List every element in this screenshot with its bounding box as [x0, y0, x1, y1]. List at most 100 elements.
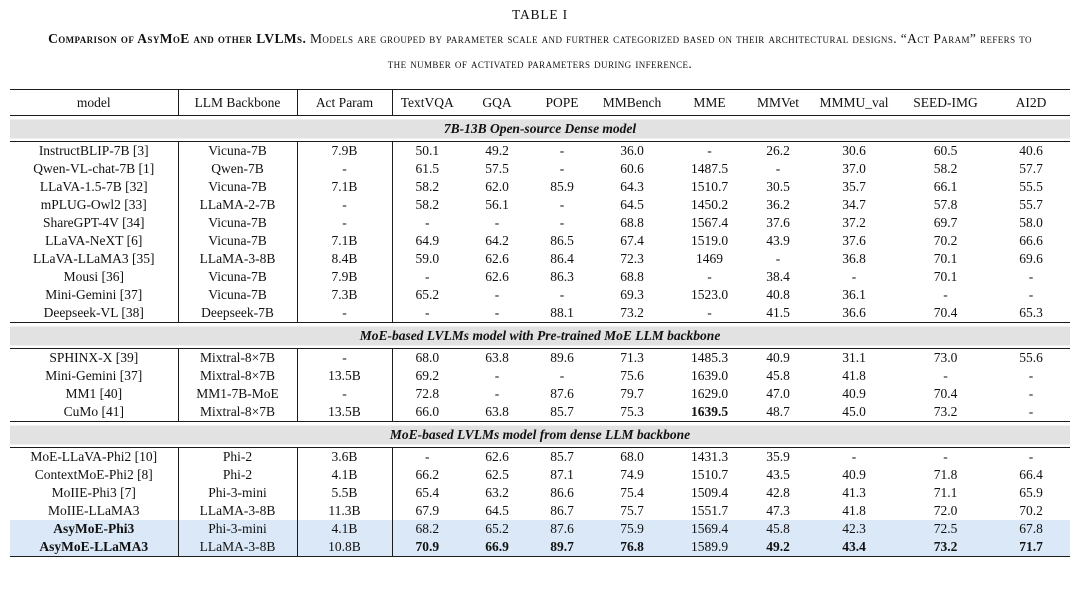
- cell-metric-value: 86.6: [550, 485, 574, 500]
- cell-metric-value: -: [851, 449, 857, 464]
- cell-metric-value: -: [559, 215, 565, 230]
- cell-metric-value: 36.2: [766, 197, 790, 212]
- cell-metric-value: 71.3: [620, 350, 644, 365]
- cell-metric-value: 1523.0: [690, 287, 729, 302]
- cell-metric-value: 35.9: [766, 449, 790, 464]
- cell-metric-value: 37.6: [766, 215, 790, 230]
- cell-model-name: LLaVA-1.5-7B [32]: [10, 178, 179, 196]
- cell-model-name: MoE-LLaVA-Phi2 [10]: [10, 447, 179, 466]
- cell-metric-value: 76.8: [592, 538, 672, 557]
- cell-metric-value: 65.2: [462, 520, 532, 538]
- cell-metric-value: 1639.5: [690, 404, 729, 419]
- cell-metric-value: 75.9: [592, 520, 672, 538]
- model-row: LLaVA-1.5-7B [32] Vicuna-7B 7.1B 58.2 62.0 85…: [10, 178, 1070, 196]
- cell-metric-value: LLaMA-2-7B: [178, 196, 298, 214]
- cell-metric-value: -: [943, 368, 948, 383]
- cell-metric-value: 50.1: [415, 143, 440, 158]
- cell-metric-value: 86.7: [550, 503, 574, 518]
- cell-metric-value: 67.9: [415, 503, 440, 518]
- cell-metric-value: 70.2: [1019, 503, 1043, 518]
- model-row: LLaVA-LLaMA3 [35] LLaMA-3-8B 8.4B 59.0 62.6 8…: [10, 250, 1070, 268]
- cell-metric-value: 35.7: [842, 179, 866, 194]
- model-row: Qwen-VL-chat-7B [1] Qwen-7B -61.5 57.5-60.6…: [10, 160, 1070, 178]
- model-row: mPLUG-Owl2 [33] LLaMA-2-7B -58.2 56.1-64.5 1…: [10, 196, 1070, 214]
- cell-metric-value: 62.6: [485, 449, 509, 464]
- cell-metric-value: 1431.3: [690, 449, 729, 464]
- cell-metric-value: -: [707, 269, 712, 284]
- cell-metric-value: LLaMA-3-8B: [178, 538, 298, 557]
- cell-metric-value: -: [297, 304, 393, 323]
- model-row: MoIIE-Phi3 [7] Phi-3-mini 5.5B 65.4 63.2 86.6…: [10, 484, 1070, 502]
- cell-metric-value: 1629.0: [690, 386, 729, 401]
- cell-metric-value: 1519.0: [690, 233, 729, 248]
- cell-metric-value: 1567.4: [690, 215, 729, 230]
- cell-metric-value: 1551.7: [690, 503, 729, 518]
- cell-metric-value: 47.0: [766, 386, 790, 401]
- table-caption: Comparison of AsyMoE and other LVLMs. Mo…: [38, 26, 1043, 76]
- cell-metric-value: -: [559, 161, 565, 176]
- cell-model-name: MoIIE-LLaMA3: [10, 502, 179, 520]
- cell-metric-value: 87.1: [550, 467, 574, 482]
- cell-metric-value: 7.1B: [297, 178, 393, 196]
- cell-metric-value: 38.4: [766, 269, 790, 284]
- cell-metric-value: MM1-7B-MoE: [178, 385, 298, 403]
- cell-metric-value: Vicuna-7B: [178, 286, 298, 304]
- column-header-mmmu-val: MMMU_val: [809, 89, 899, 116]
- column-header-ai2d: AI2D: [992, 89, 1070, 116]
- model-row: InstructBLIP-7B [3] Vicuna-7B 7.9B 50.1 49.2…: [10, 141, 1070, 160]
- cell-metric-value: 42.3: [809, 520, 899, 538]
- cell-metric-value: Phi-2: [178, 447, 298, 466]
- group-header-row: MoE-based LVLMs model with Pre-trained M…: [10, 322, 1070, 349]
- cell-metric-value: -: [943, 449, 948, 464]
- cell-metric-value: -: [494, 287, 500, 302]
- cell-metric-value: 40.6: [1019, 143, 1043, 158]
- group-header-title: MoE-based LVLMs model from dense LLM bac…: [10, 421, 1070, 448]
- cell-model-name: ShareGPT-4V [34]: [10, 214, 179, 232]
- cell-metric-value: Mixtral-8×7B: [178, 367, 298, 385]
- cell-metric-value: 69.7: [933, 215, 958, 230]
- cell-metric-value: 40.9: [842, 386, 866, 401]
- group-header-title: MoE-based LVLMs model with Pre-trained M…: [10, 322, 1070, 349]
- group-header-title: 7B-13B Open-source Dense model: [10, 115, 1070, 142]
- cell-metric-value: 49.2: [485, 143, 509, 158]
- model-row: AsyMoE-Phi3 Phi-3-mini 4.1B 68.2 65.2 87.6 75.…: [10, 520, 1070, 538]
- cell-model-name: MoIIE-Phi3 [7]: [10, 484, 179, 502]
- model-row: LLaVA-NeXT [6] Vicuna-7B 7.1B 64.9 64.2 86.5 6…: [10, 232, 1070, 250]
- comparison-table: model LLM Backbone Act Param TextVQA GQA POPE…: [10, 89, 1070, 557]
- cell-metric-value: 86.3: [550, 269, 574, 284]
- cell-metric-value: 1450.2: [690, 197, 729, 212]
- cell-metric-value: -: [297, 385, 393, 403]
- cell-metric-value: 1487.5: [690, 161, 729, 176]
- cell-metric-value: 5.5B: [297, 484, 393, 502]
- cell-metric-value: 30.5: [766, 179, 790, 194]
- cell-metric-value: 85.9: [550, 179, 574, 194]
- cell-metric-value: -: [707, 143, 712, 158]
- caption-description: Models are grouped by parameter scale an…: [306, 31, 1032, 71]
- cell-metric-value: -: [1028, 386, 1034, 401]
- model-row: ContextMoE-Phi2 [8] Phi-2 4.1B 66.2 62.5 87.1…: [10, 466, 1070, 484]
- cell-metric-value: 56.1: [485, 197, 509, 212]
- cell-metric-value: -: [1028, 404, 1034, 419]
- cell-metric-value: 57.8: [933, 197, 958, 212]
- cell-metric-value: 63.8: [485, 404, 509, 419]
- cell-metric-value: 45.8: [747, 520, 809, 538]
- cell-metric-value: 86.5: [550, 233, 574, 248]
- cell-metric-value: 58.2: [415, 179, 440, 194]
- column-header-mme: MME: [672, 89, 747, 116]
- cell-metric-value: 87.6: [550, 386, 574, 401]
- cell-metric-value: 1485.3: [690, 350, 729, 365]
- cell-metric-value: Deepseek-7B: [178, 304, 298, 323]
- cell-metric-value: 37.2: [842, 215, 866, 230]
- cell-metric-value: 1510.7: [690, 467, 729, 482]
- cell-metric-value: 40.8: [766, 287, 790, 302]
- cell-metric-value: -: [425, 269, 430, 284]
- cell-metric-value: 75.4: [620, 485, 644, 500]
- table-number-label: TABLE I: [512, 7, 568, 22]
- model-row: Deepseek-VL [38] Deepseek-7B - - -88.1 73.2-4…: [10, 304, 1070, 323]
- model-row: SPHINX-X [39] Mixtral-8×7B - 68.0 63.8 89.6 71…: [10, 348, 1070, 367]
- cell-model-name: MM1 [40]: [10, 385, 179, 403]
- cell-metric-value: 1639.0: [690, 368, 729, 383]
- cell-model-name: Mini-Gemini [37]: [10, 286, 179, 304]
- cell-metric-value: 41.8: [842, 503, 866, 518]
